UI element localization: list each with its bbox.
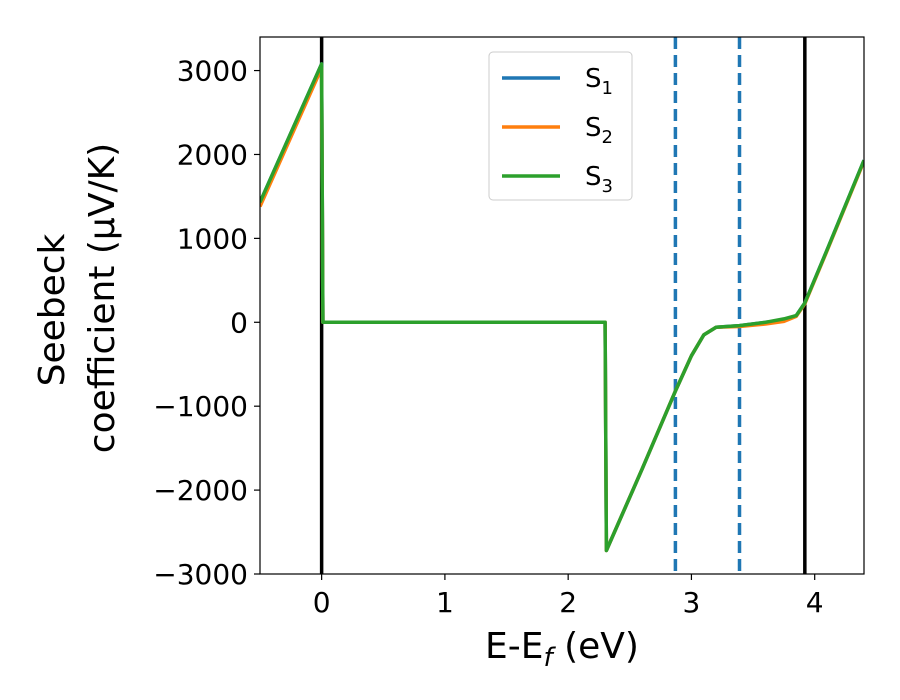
series-line-s3 [260, 62, 864, 553]
y-tick-label: 2000 [177, 138, 248, 171]
series-lines [260, 62, 864, 553]
legend: S1 S2 S3 [488, 51, 633, 201]
x-axis-label: E-Ef (eV) [485, 626, 639, 673]
plot-area [259, 36, 865, 575]
y-tick-label: −3000 [153, 558, 248, 591]
legend-box [488, 51, 633, 201]
legend-label-s3: S3 [585, 162, 613, 197]
x-tick-label: 0 [313, 586, 331, 619]
x-tick-label: 4 [806, 586, 824, 619]
y-tick-label: 1000 [177, 222, 248, 255]
plot-frame [259, 36, 865, 575]
x-tick-label: 2 [559, 586, 577, 619]
legend-label-s1: S1 [585, 64, 613, 99]
x-tick-label: 3 [683, 586, 701, 619]
y-tick-label: −2000 [153, 474, 248, 507]
y-tick-label: −1000 [153, 390, 248, 423]
y-axis-ticks: 3000 2000 1000 0 −1000 −2000 −3000 [153, 55, 260, 591]
x-tick-label: 1 [436, 586, 454, 619]
legend-label-s2: S2 [585, 113, 613, 148]
y-axis-label-line1: Seebeck [32, 233, 73, 386]
y-axis-label-line2: coefficient (μV/K) [82, 143, 123, 453]
x-axis-ticks: 0 1 2 3 4 [313, 574, 824, 619]
y-tick-label: 3000 [177, 55, 248, 88]
y-tick-label: 0 [230, 306, 248, 339]
